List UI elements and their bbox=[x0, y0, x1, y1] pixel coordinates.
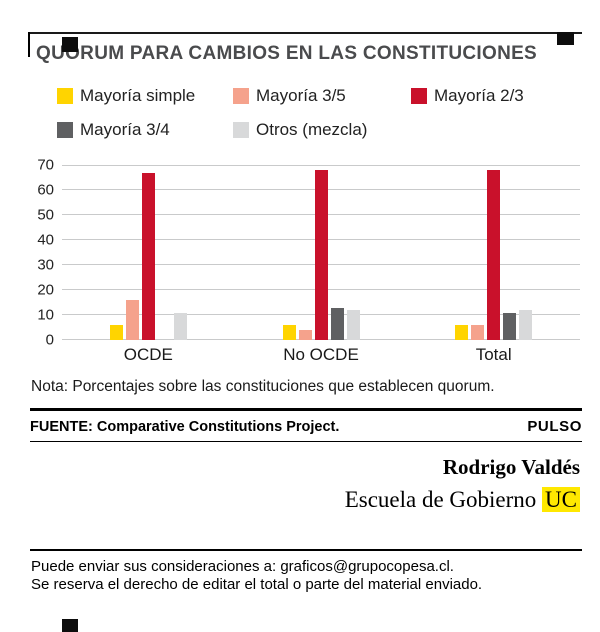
crop-mark-line bbox=[28, 32, 30, 57]
legend-swatch bbox=[57, 88, 73, 104]
registration-mark-bottom bbox=[62, 619, 78, 632]
bar bbox=[471, 325, 485, 340]
contact-line-1: Puede enviar sus consideraciones a: graf… bbox=[31, 558, 454, 575]
bar bbox=[125, 300, 139, 340]
registration-mark-top-right bbox=[557, 32, 574, 45]
bar bbox=[298, 330, 312, 340]
legend: Mayoría simple Mayoría 3/5 Mayoría 2/3 Mayo… bbox=[57, 86, 582, 140]
bar bbox=[346, 310, 360, 340]
credits: Rodrigo Valdés Escuela de Gobierno UC bbox=[0, 455, 580, 513]
top-divider bbox=[30, 32, 582, 34]
plot-area bbox=[62, 165, 580, 340]
y-tick-label: 0 bbox=[45, 331, 54, 349]
contact-line-2: Se reserva el derecho de editar el total… bbox=[31, 575, 483, 593]
bar bbox=[455, 325, 469, 340]
chart-note: Nota: Porcentajes sobre las constitucion… bbox=[31, 378, 495, 395]
brand-logo: PULSO bbox=[527, 418, 582, 435]
x-labels: OCDE No OCDE Total bbox=[62, 345, 580, 365]
source-label: FUENTE: bbox=[30, 419, 93, 435]
legend-swatch bbox=[411, 88, 427, 104]
source-row: FUENTE: Comparative Constitutions Projec… bbox=[30, 418, 582, 435]
x-label: Total bbox=[475, 345, 512, 364]
y-tick-label: 40 bbox=[37, 231, 54, 249]
author-name: Rodrigo Valdés bbox=[442, 455, 580, 479]
y-axis: 0 10 20 30 40 50 60 70 bbox=[30, 157, 62, 349]
gridline bbox=[62, 165, 580, 166]
x-label: OCDE bbox=[123, 345, 173, 364]
bar-chart: 0 10 20 30 40 50 60 70 bbox=[30, 157, 580, 349]
legend-label: Mayoría simple bbox=[80, 86, 196, 105]
source-name: Comparative Constitutions Project. bbox=[92, 419, 340, 435]
author-affiliation: Escuela de Gobierno UC bbox=[0, 487, 580, 513]
y-tick-label: 50 bbox=[37, 206, 54, 224]
bar bbox=[282, 325, 296, 340]
legend-item-2: Mayoría 2/3 bbox=[411, 86, 582, 106]
contact-divider bbox=[30, 549, 582, 551]
bar bbox=[314, 170, 328, 340]
bar-group-1 bbox=[235, 165, 408, 340]
bar bbox=[487, 170, 501, 340]
legend-swatch bbox=[57, 122, 73, 138]
footer-divider-thin bbox=[30, 441, 582, 442]
legend-item-0: Mayoría simple bbox=[57, 86, 233, 106]
legend-item-1: Mayoría 3/5 bbox=[233, 86, 411, 106]
legend-label: Otros (mezcla) bbox=[256, 120, 368, 139]
bar bbox=[109, 325, 123, 340]
y-tick-label: 30 bbox=[37, 256, 54, 274]
chart-title: QUORUM PARA CAMBIOS EN LAS CONSTITUCIONE… bbox=[36, 43, 538, 64]
legend-item-3: Mayoría 3/4 bbox=[57, 120, 233, 140]
y-tick-label: 60 bbox=[37, 181, 54, 199]
registration-mark-top-left bbox=[62, 37, 78, 52]
bar bbox=[503, 312, 517, 340]
footer-divider-thick bbox=[30, 408, 582, 411]
source-text: FUENTE: Comparative Constitutions Projec… bbox=[30, 419, 339, 435]
legend-item-4: Otros (mezcla) bbox=[233, 120, 411, 140]
bar-group-0 bbox=[62, 165, 235, 340]
legend-label: Mayoría 2/3 bbox=[434, 86, 524, 105]
y-tick-label: 70 bbox=[37, 156, 54, 174]
legend-label: Mayoría 3/4 bbox=[80, 120, 170, 139]
x-label: No OCDE bbox=[283, 345, 359, 364]
affiliation-text: Escuela de Gobierno bbox=[344, 487, 543, 512]
bar bbox=[519, 310, 533, 340]
bar-groups bbox=[62, 165, 580, 340]
legend-swatch bbox=[233, 122, 249, 138]
bar bbox=[173, 312, 187, 340]
bar-group-2 bbox=[407, 165, 580, 340]
legend-label: Mayoría 3/5 bbox=[256, 86, 346, 105]
y-tick-label: 20 bbox=[37, 281, 54, 299]
bar bbox=[141, 172, 155, 340]
y-tick-label: 10 bbox=[37, 306, 54, 324]
legend-swatch bbox=[233, 88, 249, 104]
bar bbox=[330, 307, 344, 340]
uc-highlight: UC bbox=[542, 487, 580, 512]
contact-block: Puede enviar sus consideraciones a: graf… bbox=[31, 558, 582, 593]
